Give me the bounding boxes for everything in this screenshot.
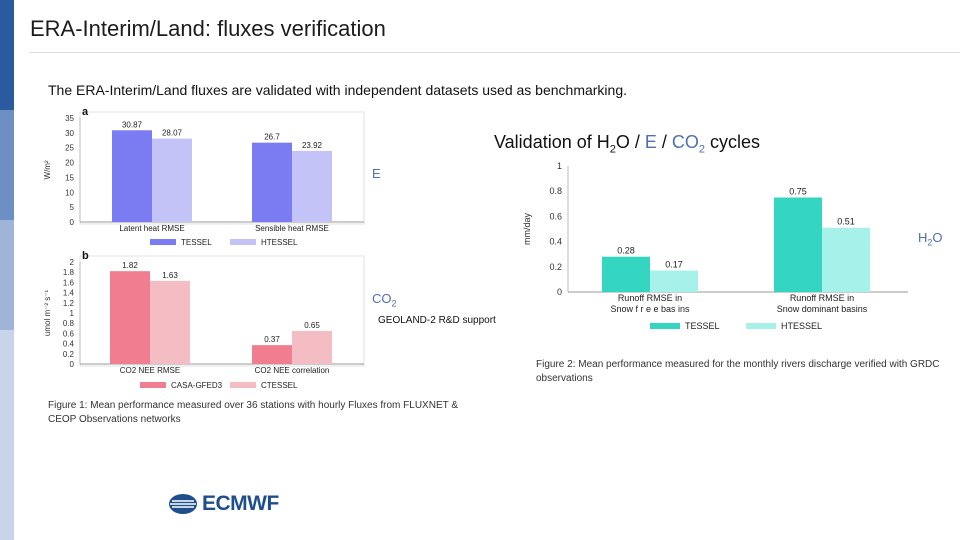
y-tick-label: 0.6	[63, 329, 75, 338]
bar	[292, 150, 332, 222]
data-label: 0.17	[665, 260, 683, 270]
category-label: CO2 NEE RMSE	[120, 366, 180, 375]
intro-text: The ERA-Interim/Land fluxes are validate…	[48, 82, 628, 98]
legend-swatch	[230, 239, 256, 245]
figure2-caption: Figure 2: Mean performance measured for …	[536, 359, 940, 384]
bar	[152, 138, 192, 222]
panel-label: a	[82, 106, 89, 118]
chart-runoff: 0 0.2 0.4 0.6 0.8 1 mm/day 0.28 0.17 Runoff RMSE …	[522, 161, 908, 331]
y-tick-label: 0.4	[63, 340, 75, 349]
sidebar-decoration	[0, 0, 14, 540]
data-label: 1.82	[122, 261, 138, 270]
y-tick-label: 0.4	[549, 237, 562, 247]
y-axis-label: umol m⁻² s⁻¹	[44, 290, 52, 337]
legend-swatch	[150, 239, 176, 245]
y-tick-label: 2	[70, 258, 75, 267]
figure1-caption: Figure 1: Mean performance measured over…	[48, 400, 458, 425]
legend-swatch	[650, 323, 680, 329]
validation-title: Validation of H2O / E / CO2 cycles	[494, 132, 761, 156]
y-tick-label: 10	[65, 188, 74, 197]
category-label: Snow dominant basins	[777, 304, 868, 314]
data-label: 23.92	[302, 141, 323, 150]
ecmwf-logo-icon	[169, 494, 197, 514]
sidebar-block-2	[0, 110, 14, 220]
y-tick-label: 1.2	[63, 299, 75, 308]
sidebar-block-4	[0, 330, 14, 540]
bar	[150, 280, 190, 364]
data-label: 28.07	[162, 129, 183, 138]
ecmwf-logo: ECMWF	[168, 492, 279, 516]
y-axis-label: W/m²	[44, 160, 52, 179]
legend-label: HTESSEL	[261, 238, 298, 247]
y-tick-label: 35	[65, 114, 74, 123]
legend-swatch	[230, 382, 256, 388]
data-label: 0.37	[264, 335, 280, 344]
legend-label: HTESSEL	[781, 321, 822, 331]
category-label: Snow f r e e bas ins	[610, 304, 690, 314]
category-label: Latent heat RMSE	[119, 224, 184, 233]
data-label: 26.7	[264, 133, 280, 142]
y-tick-label: 0	[70, 360, 75, 369]
y-tick-label: 0.8	[63, 319, 75, 328]
data-label: 0.75	[789, 187, 807, 197]
label-co2: CO2	[372, 291, 397, 309]
panel-label: b	[82, 250, 89, 262]
sidebar-block-3	[0, 220, 14, 330]
sidebar-block-1	[0, 0, 14, 110]
bar	[650, 270, 698, 292]
logo-text: ECMWF	[202, 492, 279, 515]
category-label: CO2 NEE correlation	[255, 366, 330, 375]
y-tick-label: 0.8	[549, 186, 562, 196]
bar	[252, 142, 292, 222]
y-tick-label: 30	[65, 129, 74, 138]
y-tick-label: 5	[70, 203, 75, 212]
y-tick-label: 1	[557, 161, 562, 171]
bar	[602, 256, 650, 292]
category-label: Sensible heat RMSE	[255, 224, 329, 233]
y-axis-label: mm/day	[522, 213, 532, 246]
y-tick-label: 0.2	[549, 262, 562, 272]
bar	[112, 130, 152, 222]
y-tick-label: 0.6	[549, 211, 562, 221]
legend-label: CASA-GFED3	[171, 381, 223, 390]
y-tick-label: 25	[65, 144, 74, 153]
legend-label: TESSEL	[181, 238, 212, 247]
y-tick-label: 15	[65, 173, 74, 182]
y-tick-label: 1.4	[63, 289, 75, 298]
bar	[774, 197, 822, 292]
bar	[292, 330, 332, 364]
y-tick-label: 0.2	[63, 350, 75, 359]
geoland-note: GEOLAND-2 R&D support	[378, 315, 496, 326]
legend-label: TESSEL	[685, 321, 720, 331]
category-label: Runoff RMSE in	[790, 293, 854, 303]
y-tick-label: 0	[70, 218, 75, 227]
y-tick-label: 20	[65, 159, 74, 168]
page-title: ERA-Interim/Land: fluxes verification	[30, 16, 386, 41]
data-label: 1.63	[162, 271, 178, 280]
label-h2o: H2O	[918, 230, 943, 248]
legend-swatch	[746, 323, 776, 329]
data-label: 0.28	[617, 246, 635, 256]
y-tick-label: 0	[557, 287, 562, 297]
legend-label: CTESSEL	[261, 381, 298, 390]
bar	[252, 345, 292, 364]
y-tick-label: 1	[70, 309, 75, 318]
category-label: Runoff RMSE in	[618, 293, 682, 303]
data-label: 0.51	[837, 217, 855, 227]
legend-swatch	[140, 382, 166, 388]
bar	[110, 271, 150, 364]
data-label: 30.87	[122, 120, 143, 129]
y-tick-label: 1.6	[63, 278, 75, 287]
label-e: E	[372, 166, 381, 181]
data-label: 0.65	[304, 321, 320, 330]
title-divider	[30, 52, 960, 53]
chart-latent-sensible-heat: 0 5 10 15 20 25 30 35 W/m² a 30.87 28.07 Latent heat…	[44, 106, 365, 247]
bar	[822, 227, 870, 292]
y-tick-label: 1.8	[63, 268, 75, 277]
